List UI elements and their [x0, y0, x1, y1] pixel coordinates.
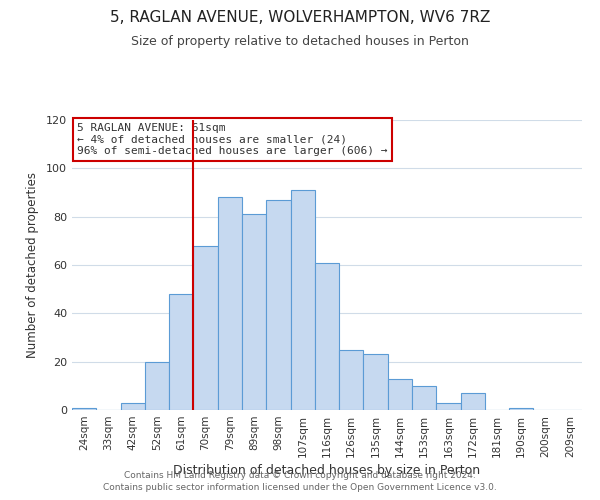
Bar [290, 190, 315, 410]
Bar [266, 200, 290, 410]
X-axis label: Distribution of detached houses by size in Perton: Distribution of detached houses by size … [173, 464, 481, 477]
Bar [218, 198, 242, 410]
Bar [193, 246, 218, 410]
Bar [412, 386, 436, 410]
Bar [242, 214, 266, 410]
Bar [436, 403, 461, 410]
Bar [315, 262, 339, 410]
Text: 5 RAGLAN AVENUE: 61sqm
← 4% of detached houses are smaller (24)
96% of semi-deta: 5 RAGLAN AVENUE: 61sqm ← 4% of detached … [77, 123, 388, 156]
Bar [388, 378, 412, 410]
Bar [461, 393, 485, 410]
Text: Contains HM Land Registry data © Crown copyright and database right 2024.: Contains HM Land Registry data © Crown c… [124, 471, 476, 480]
Text: Size of property relative to detached houses in Perton: Size of property relative to detached ho… [131, 35, 469, 48]
Bar [121, 403, 145, 410]
Bar [145, 362, 169, 410]
Bar [72, 408, 96, 410]
Bar [364, 354, 388, 410]
Bar [169, 294, 193, 410]
Y-axis label: Number of detached properties: Number of detached properties [26, 172, 39, 358]
Bar [339, 350, 364, 410]
Bar [509, 408, 533, 410]
Text: Contains public sector information licensed under the Open Government Licence v3: Contains public sector information licen… [103, 484, 497, 492]
Text: 5, RAGLAN AVENUE, WOLVERHAMPTON, WV6 7RZ: 5, RAGLAN AVENUE, WOLVERHAMPTON, WV6 7RZ [110, 10, 490, 25]
